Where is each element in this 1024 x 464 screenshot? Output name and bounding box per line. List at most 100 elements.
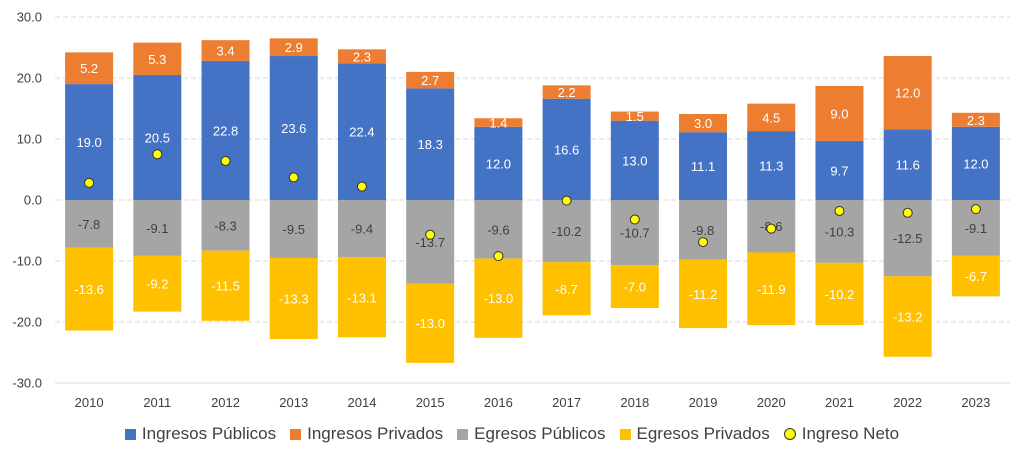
bar-segment <box>133 200 182 256</box>
data-label: 13.0 <box>622 153 647 168</box>
data-label: 16.6 <box>554 142 579 157</box>
data-label: -10.2 <box>825 287 855 302</box>
data-label: -13.1 <box>347 290 377 305</box>
bar-segment <box>679 259 728 329</box>
x-tick-label: 2021 <box>825 395 854 410</box>
net-income-point <box>288 172 299 183</box>
bar-segment <box>747 252 796 326</box>
x-tick-label: 2013 <box>279 395 308 410</box>
data-label: 2.2 <box>558 85 576 100</box>
data-label: 1.4 <box>489 116 507 131</box>
bar-segment <box>883 129 932 200</box>
data-label: 2.3 <box>353 49 371 64</box>
data-label: 22.8 <box>213 123 238 138</box>
legend-marker <box>783 428 796 440</box>
net-income-point <box>766 223 777 234</box>
net-income-point <box>561 195 572 206</box>
x-tick-label: 2022 <box>893 395 922 410</box>
data-label: 19.0 <box>76 135 101 150</box>
legend-label: Ingresos Privados <box>307 424 444 443</box>
data-label: 9.0 <box>830 106 848 121</box>
legend-item: Ingreso Neto <box>783 424 899 444</box>
net-income-point <box>220 155 231 166</box>
bar-segment <box>747 131 796 200</box>
bar-segment <box>337 63 386 200</box>
data-label: -12.5 <box>893 231 923 246</box>
y-tick-label: -30.0 <box>12 376 42 391</box>
data-label: 12.0 <box>486 156 511 171</box>
data-label: 23.6 <box>281 121 306 136</box>
data-label: 1.5 <box>626 109 644 124</box>
net-income-point <box>698 237 709 248</box>
data-label: -11.2 <box>689 287 718 302</box>
bar-segment <box>337 257 386 338</box>
bar-segment <box>883 276 932 357</box>
bar-segment <box>951 126 1000 200</box>
data-label: 2.7 <box>421 73 439 88</box>
bar-segment <box>133 42 182 75</box>
net-income-point <box>425 229 436 240</box>
bar-segment <box>679 200 728 260</box>
net-income-point <box>834 205 845 216</box>
bar-segment <box>474 258 523 338</box>
data-label: -9.2 <box>146 277 168 292</box>
data-label: -13.2 <box>893 310 923 325</box>
bar-segment <box>201 40 250 61</box>
legend: Ingresos Públicos Ingresos Privados Egreso… <box>0 424 1024 444</box>
legend-item: Ingresos Públicos <box>124 424 277 444</box>
data-label: -13.0 <box>415 316 445 331</box>
data-label: 12.0 <box>895 86 920 101</box>
y-tick-label: -10.0 <box>12 254 42 269</box>
data-label: -7.0 <box>624 280 646 295</box>
net-income-point <box>84 177 95 188</box>
x-tick-label: 2011 <box>143 395 171 410</box>
data-label: 2.9 <box>285 40 303 55</box>
bar-segment <box>542 85 591 99</box>
bar-segment <box>815 85 864 141</box>
bar-segment <box>815 140 864 200</box>
data-label: -9.4 <box>351 222 373 237</box>
data-label: -11.9 <box>757 282 786 297</box>
bar-segment <box>679 132 728 200</box>
y-tick-label: 30.0 <box>17 10 42 25</box>
data-label: -9.1 <box>146 221 168 236</box>
y-tick-label: -20.0 <box>12 315 42 330</box>
data-label: -9.8 <box>692 223 714 238</box>
data-label: -13.0 <box>484 291 514 306</box>
x-tick-label: 2023 <box>961 395 990 410</box>
net-income-point <box>356 181 367 192</box>
bar-segment <box>201 60 250 200</box>
legend-label: Ingresos Públicos <box>141 424 277 443</box>
data-label: -9.6 <box>487 222 509 237</box>
x-tick-label: 2014 <box>348 395 377 410</box>
bar-segment <box>269 38 318 57</box>
bar-segment <box>133 255 182 312</box>
x-tick-label: 2012 <box>211 395 240 410</box>
bar-segment <box>542 98 591 200</box>
x-tick-label: 2010 <box>75 395 104 410</box>
legend-swatch <box>290 428 302 440</box>
legend-swatch <box>457 428 469 440</box>
net-income-point <box>152 149 163 160</box>
data-label: 3.0 <box>694 116 712 131</box>
data-label: 12.0 <box>963 156 988 171</box>
bar-segment <box>951 255 1000 297</box>
bar-segment <box>201 250 250 321</box>
y-tick-label: 20.0 <box>17 71 42 86</box>
data-label: -9.1 <box>965 221 987 236</box>
data-label: 4.5 <box>762 110 780 125</box>
bar-segment <box>815 262 864 326</box>
bar-segment <box>610 265 659 308</box>
legend-item: Ingresos Privados <box>290 424 443 444</box>
data-label: 18.3 <box>418 137 443 152</box>
bar-segment <box>542 200 591 263</box>
bar-segment <box>65 52 114 85</box>
bar-segment <box>747 103 796 132</box>
data-label: 11.6 <box>896 158 920 173</box>
data-label: -10.3 <box>825 224 855 239</box>
bar-segment <box>951 112 1000 127</box>
bar-segment <box>474 118 523 127</box>
data-label: 5.3 <box>148 52 166 67</box>
data-label: -10.7 <box>620 226 650 241</box>
bar-segment <box>474 126 523 200</box>
